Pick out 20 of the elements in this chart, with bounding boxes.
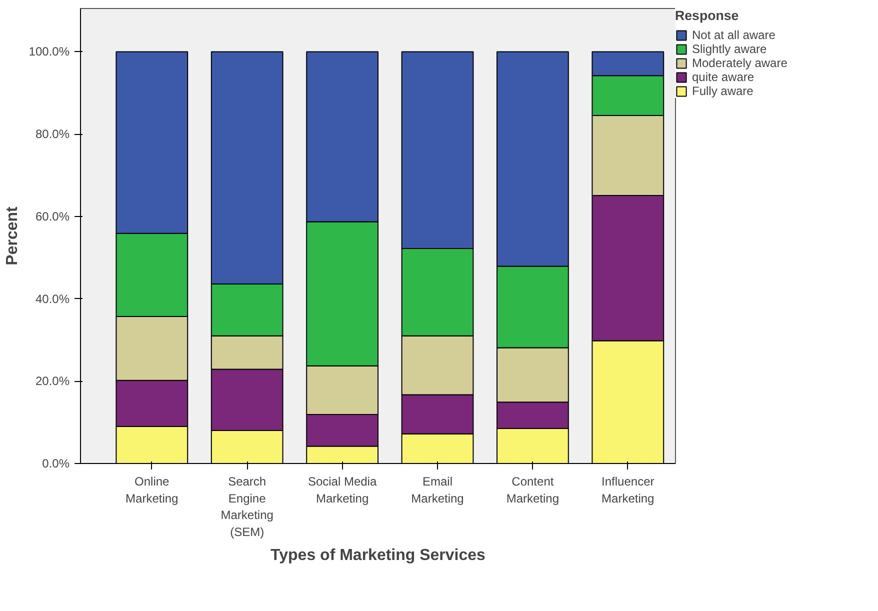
x-tick-label: Influencer Marketing: [602, 474, 654, 506]
x-tick-label: Content Marketing: [506, 474, 560, 506]
x-axis-title: Types of Marketing Services: [270, 546, 486, 564]
legend-label: Slightly aware: [692, 42, 767, 56]
y-tick-label: 60.0%: [35, 209, 70, 224]
legend-label: quite aware: [692, 70, 754, 84]
x-tick-label: Social Media Marketing: [308, 474, 377, 506]
y-tick-label: 80.0%: [35, 127, 70, 142]
y-tick-label: 20.0%: [35, 374, 70, 388]
y-tick-label: 100.0%: [28, 44, 70, 59]
legend-label: Fully aware: [692, 84, 754, 98]
y-axis-title: Percent: [4, 206, 21, 266]
y-tick-label: 0.0%: [42, 456, 70, 470]
x-tick-label: Online Marketing: [126, 474, 178, 506]
x-tick-label: Email Marketing: [411, 474, 464, 506]
legend-label: Moderately aware: [692, 56, 788, 70]
legend-label: Not at all aware: [692, 28, 776, 42]
y-tick-label: 40.0%: [35, 292, 70, 306]
legend-title: Response: [675, 8, 740, 23]
x-tick-label: Search Engine Marketing (SEM): [220, 474, 274, 539]
